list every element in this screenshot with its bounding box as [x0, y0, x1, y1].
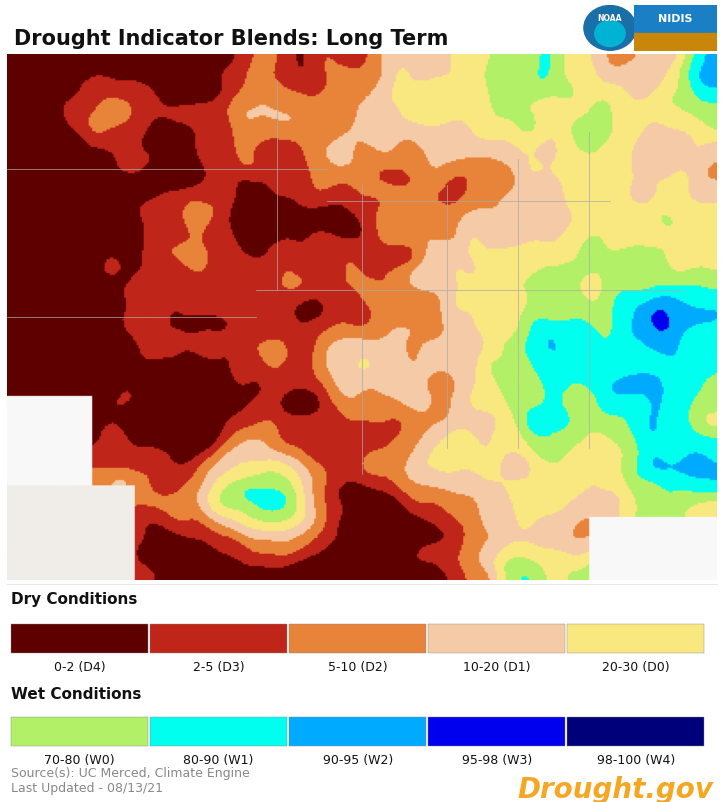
Bar	[289, 718, 426, 747]
Text: Wet Conditions: Wet Conditions	[11, 687, 141, 702]
Text: Drought.gov: Drought.gov	[517, 776, 713, 802]
Bar	[567, 624, 704, 653]
Bar	[11, 624, 148, 653]
Text: 2-5 (D3): 2-5 (D3)	[193, 660, 245, 673]
Text: NIDIS: NIDIS	[658, 14, 692, 23]
Text: 95-98 (W3): 95-98 (W3)	[461, 753, 532, 766]
Text: Source(s): UC Merced, Climate Engine
Last Updated - 08/13/21: Source(s): UC Merced, Climate Engine Las…	[11, 767, 250, 795]
Text: 98-100 (W4): 98-100 (W4)	[597, 753, 675, 766]
Text: 70-80 (W0): 70-80 (W0)	[44, 753, 115, 766]
Bar	[289, 624, 426, 653]
Bar	[634, 6, 717, 34]
Circle shape	[584, 6, 636, 51]
Bar	[634, 34, 717, 52]
Bar	[150, 624, 287, 653]
Text: 0-2 (D4): 0-2 (D4)	[54, 660, 106, 673]
Text: 20-30 (D0): 20-30 (D0)	[602, 660, 670, 673]
Text: 80-90 (W1): 80-90 (W1)	[183, 753, 254, 766]
Bar	[567, 718, 704, 747]
Text: 10-20 (D1): 10-20 (D1)	[463, 660, 531, 673]
Text: 90-95 (W2): 90-95 (W2)	[322, 753, 393, 766]
Text: Dry Conditions: Dry Conditions	[11, 591, 138, 606]
Text: 5-10 (D2): 5-10 (D2)	[328, 660, 387, 673]
Circle shape	[595, 22, 625, 47]
Text: Drought Indicator Blends: Long Term: Drought Indicator Blends: Long Term	[14, 30, 449, 49]
Bar	[428, 718, 565, 747]
Bar	[150, 718, 287, 747]
Bar	[11, 718, 148, 747]
Bar	[428, 624, 565, 653]
Text: NOAA: NOAA	[598, 14, 622, 23]
